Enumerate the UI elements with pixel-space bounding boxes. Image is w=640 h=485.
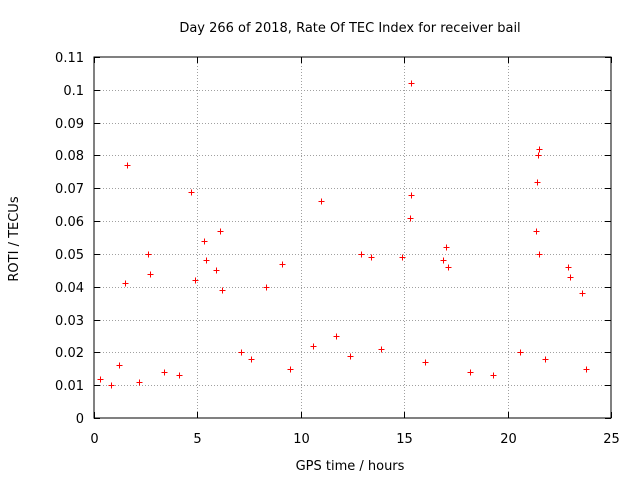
x-tick-label: 5: [193, 432, 201, 447]
x-tick-label: 20: [500, 432, 517, 447]
data-point: [287, 366, 294, 373]
data-point: [136, 379, 143, 386]
data-points: [97, 80, 590, 389]
data-point: [161, 369, 168, 376]
data-point: [407, 215, 414, 222]
data-point: [536, 251, 543, 258]
data-point: [263, 284, 270, 291]
data-point: [467, 369, 474, 376]
data-point: [583, 366, 590, 373]
data-point: [108, 382, 115, 389]
y-tick-label: 0.03: [55, 314, 84, 329]
data-point: [124, 162, 131, 169]
y-tick-label: 0.08: [55, 149, 84, 164]
data-point: [358, 251, 365, 258]
grid-lines: [94, 57, 611, 418]
axis-ticks: 0 0.01 0.02 0.03 0.04 0.05 0.06 0.07 0.08 0.09 0.1…: [55, 51, 620, 447]
plot-frame: [93, 56, 612, 419]
y-tick-label: 0.04: [55, 281, 84, 296]
data-point: [368, 254, 375, 261]
y-tick-label: 0.02: [55, 346, 84, 361]
data-point: [238, 349, 245, 356]
data-point: [176, 372, 183, 379]
y-axis-label: ROTI / TECUs: [7, 196, 22, 281]
y-tick-label: 0.05: [55, 248, 84, 263]
x-tick-label: 15: [396, 432, 413, 447]
x-tick-label: 10: [293, 432, 310, 447]
y-tick-label: 0.06: [55, 215, 84, 230]
data-point: [490, 372, 497, 379]
data-point: [217, 228, 224, 235]
data-point: [201, 238, 208, 245]
data-point: [147, 271, 154, 278]
data-point: [333, 333, 340, 340]
data-point: [535, 152, 542, 159]
data-point: [422, 359, 429, 366]
y-tick-label: 0.1: [63, 84, 84, 99]
data-point: [567, 274, 574, 281]
data-point: [310, 343, 317, 350]
data-point: [440, 257, 447, 264]
data-point: [248, 356, 255, 363]
data-point: [533, 228, 540, 235]
data-point: [279, 261, 286, 268]
data-point: [445, 264, 452, 271]
data-point: [213, 267, 220, 274]
y-tick-label: 0: [76, 412, 84, 427]
x-axis-label: GPS time / hours: [296, 459, 405, 474]
data-point: [122, 280, 129, 287]
data-point: [579, 290, 586, 297]
data-point: [408, 192, 415, 199]
data-point: [192, 277, 199, 284]
data-point: [318, 198, 325, 205]
chart-title: Day 266 of 2018, Rate Of TEC Index for r…: [179, 21, 520, 36]
data-point: [203, 257, 210, 264]
data-point: [536, 146, 543, 153]
y-tick-label: 0.07: [55, 182, 84, 197]
data-point: [188, 189, 195, 196]
data-point: [565, 264, 572, 271]
x-tick-label: 25: [603, 432, 620, 447]
data-point: [443, 244, 450, 251]
data-point: [399, 254, 406, 261]
data-point: [534, 179, 541, 186]
data-point: [219, 287, 226, 294]
data-point: [116, 362, 123, 369]
data-point: [97, 376, 104, 383]
data-point: [517, 349, 524, 356]
data-point: [378, 346, 385, 353]
y-tick-label: 0.09: [55, 117, 84, 132]
data-point: [347, 353, 354, 360]
y-tick-label: 0.11: [55, 51, 84, 66]
data-point: [145, 251, 152, 258]
data-point: [408, 80, 415, 87]
y-tick-label: 0.01: [55, 379, 84, 394]
x-tick-label: 0: [90, 432, 98, 447]
data-point: [542, 356, 549, 363]
